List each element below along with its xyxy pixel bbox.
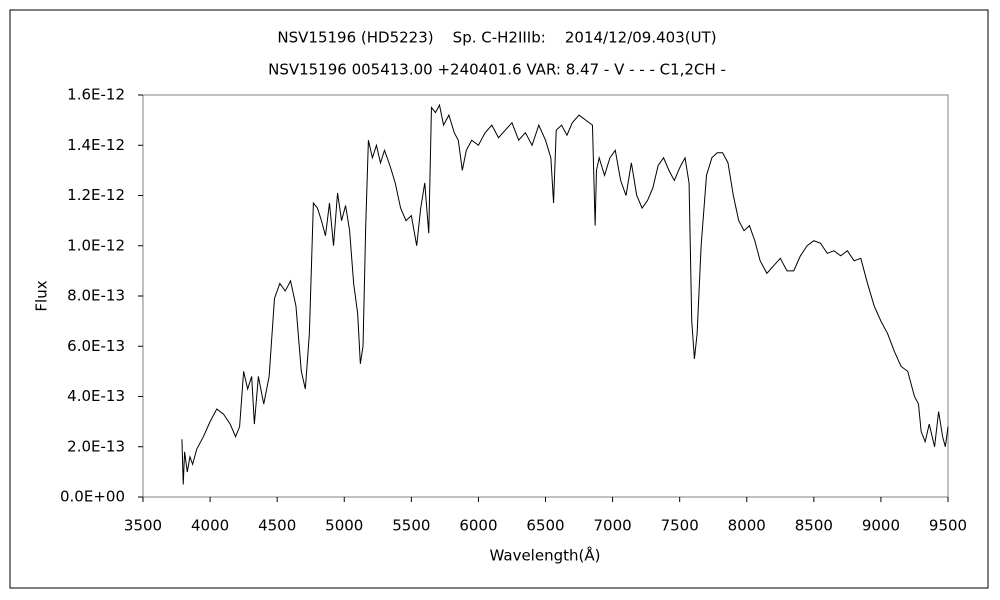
x-tick-label: 8000 xyxy=(728,517,766,535)
chart-title: NSV15196 (HD5223) Sp. C-H2IIIb: 2014/12/… xyxy=(277,29,716,47)
x-tick-label: 8500 xyxy=(795,517,833,535)
plot-area xyxy=(142,94,949,498)
x-tick-label: 3500 xyxy=(124,517,162,535)
y-tick-label: 6.0E-13 xyxy=(67,337,125,355)
spectrum-line xyxy=(181,103,949,485)
x-tick-label: 9000 xyxy=(862,517,900,535)
x-tick-label: 5500 xyxy=(392,517,430,535)
y-tick-label: 2.0E-13 xyxy=(67,437,125,455)
y-tick-label: 1.4E-12 xyxy=(67,136,125,154)
y-tick-label: 0.0E+00 xyxy=(60,488,125,506)
x-tick-label: 5000 xyxy=(325,517,363,535)
chart-subtitle: NSV15196 005413.00 +240401.6 VAR: 8.47 -… xyxy=(268,61,726,79)
x-axis-label: Wavelength(Å) xyxy=(490,546,601,565)
x-tick-label: 6000 xyxy=(459,517,497,535)
x-tick-label: 9500 xyxy=(929,517,967,535)
y-tick-label: 1.0E-12 xyxy=(67,236,125,254)
y-tick-label: 1.6E-12 xyxy=(67,86,125,104)
y-axis-label: Flux xyxy=(33,280,51,311)
y-tick-label: 1.2E-12 xyxy=(67,186,125,204)
x-tick-label: 6500 xyxy=(526,517,564,535)
x-tick-label: 4500 xyxy=(258,517,296,535)
x-tick-label: 7000 xyxy=(593,517,631,535)
x-tick-label: 7500 xyxy=(661,517,699,535)
x-tick-label: 4000 xyxy=(191,517,229,535)
y-tick-label: 8.0E-13 xyxy=(67,287,125,305)
y-tick-label: 4.0E-13 xyxy=(67,387,125,405)
